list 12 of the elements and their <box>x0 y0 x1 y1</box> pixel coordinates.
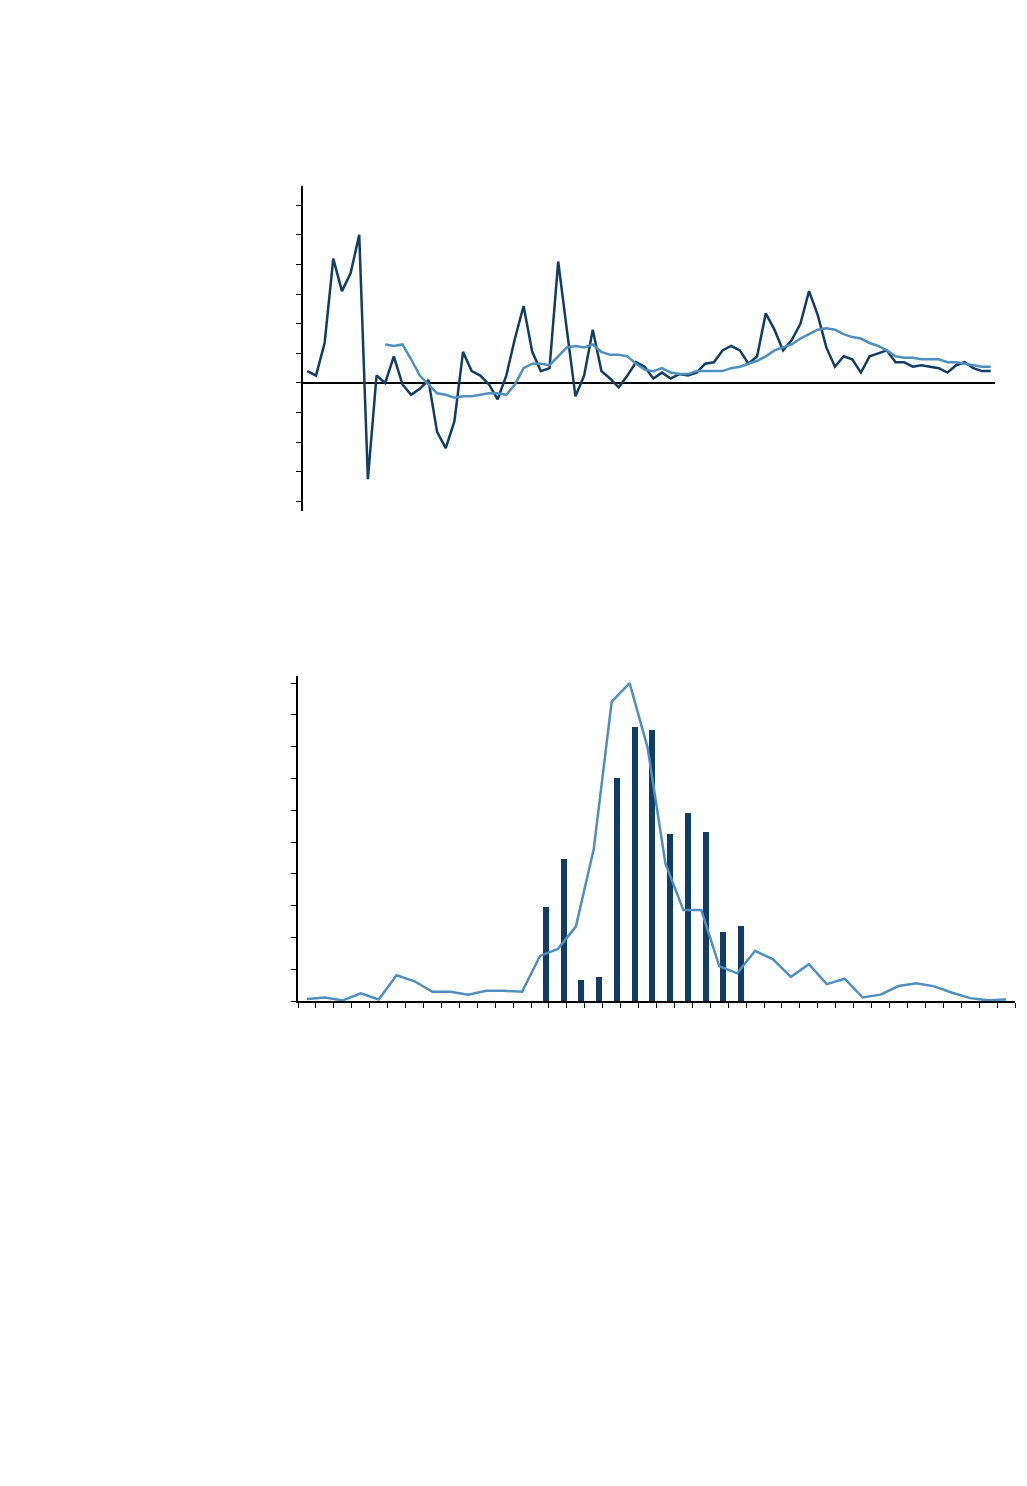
bar <box>578 980 584 1001</box>
bar <box>614 778 620 1001</box>
bar <box>649 730 655 1001</box>
bar <box>561 859 567 1001</box>
bar <box>667 834 673 1001</box>
bar <box>738 926 744 1001</box>
bar <box>685 813 691 1001</box>
bar <box>543 907 549 1001</box>
bar <box>720 932 726 1001</box>
bar <box>703 832 709 1001</box>
bar <box>596 977 602 1001</box>
bar <box>632 727 638 1001</box>
